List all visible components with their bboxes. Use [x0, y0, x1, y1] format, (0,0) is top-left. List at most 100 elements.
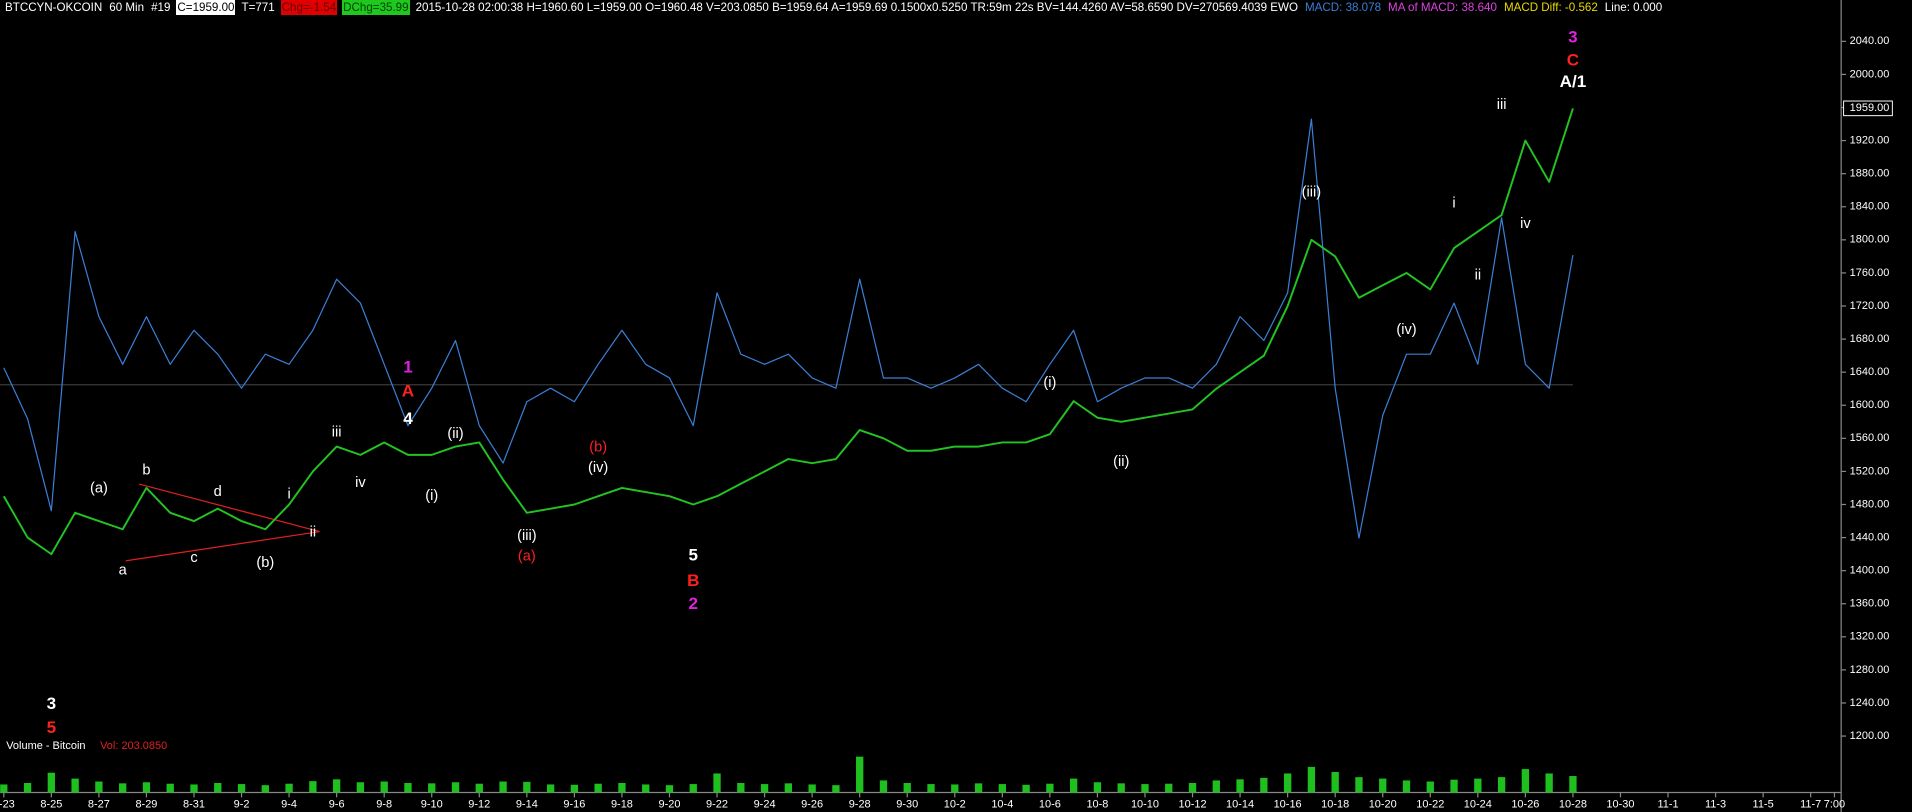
y-tick-label: 2040.00	[1850, 35, 1890, 47]
volume-bar	[760, 784, 769, 793]
volume-bar	[309, 781, 317, 793]
y-tick-label: 1360.00	[1850, 598, 1890, 610]
volume-bar	[0, 784, 8, 793]
wave-label: i	[287, 486, 290, 502]
y-tick-label: 1880.00	[1850, 168, 1890, 180]
volume-bar	[285, 783, 293, 793]
x-tick-label: 10-18	[1321, 799, 1349, 811]
volume-bar	[1117, 783, 1125, 793]
wave-label: A/1	[1560, 72, 1587, 91]
y-tick-label: 1520.00	[1850, 465, 1890, 477]
wave-label: ii	[1475, 267, 1482, 283]
x-tick-label: 8-29	[135, 799, 157, 811]
wave-label: d	[214, 484, 222, 500]
y-tick-label: 1280.00	[1850, 664, 1890, 676]
x-tick-label: 10-14	[1226, 799, 1254, 811]
wave-label: 4	[403, 409, 413, 428]
volume-bar	[71, 778, 79, 793]
volume-bar	[451, 782, 460, 793]
y-tick-label: 1400.00	[1850, 565, 1890, 577]
volume-bar	[1379, 778, 1387, 793]
volume-bar	[903, 782, 911, 793]
volume-bar	[832, 785, 840, 793]
x-tick-label: 11-3	[1705, 799, 1726, 811]
volume-bar	[1474, 778, 1482, 793]
x-tick-label: 8-25	[40, 799, 62, 811]
wave-label: i	[1452, 195, 1455, 211]
header-item: MACD: 38.078	[1304, 1, 1382, 14]
x-tick-label: 9-30	[896, 799, 918, 811]
volume-bar	[1046, 783, 1054, 793]
y-tick-label: 1840.00	[1850, 201, 1890, 213]
x-tick-label: 9-12	[468, 799, 490, 811]
x-tick-label: 9-28	[849, 799, 871, 811]
volume-bar	[1212, 780, 1220, 793]
wave-label: (iii)	[517, 528, 537, 544]
wave-label: 1	[403, 358, 412, 377]
wave-label: 2	[689, 594, 698, 613]
volume-bar	[546, 784, 555, 793]
volume-bar	[1331, 772, 1339, 793]
wave-label: iii	[332, 424, 342, 440]
wave-label: (a)	[518, 548, 536, 564]
y-tick-label: 1600.00	[1850, 399, 1890, 411]
x-tick-label: 8-31	[183, 799, 205, 811]
triangle-line	[125, 530, 320, 562]
header-item: C=1959.00	[176, 0, 236, 15]
x-tick-label: 9-4	[281, 799, 297, 811]
volume-bar	[47, 772, 55, 793]
volume-bar	[618, 782, 626, 793]
volume-bar	[737, 782, 745, 793]
wave-label: (ii)	[1113, 454, 1129, 470]
volume-bar	[1165, 783, 1173, 793]
header-item: BTCCYN-OKCOIN	[5, 1, 103, 14]
x-tick-label: 8-23	[0, 799, 15, 811]
volume-bar	[1022, 784, 1030, 793]
x-tick-label: 10-2	[944, 799, 966, 811]
volume-bar	[713, 773, 721, 793]
x-tick-label: 10-10	[1131, 799, 1159, 811]
volume-bar	[1521, 769, 1530, 793]
x-tick-label: 10-24	[1464, 799, 1492, 811]
wave-label: (iv)	[1396, 322, 1416, 338]
volume-bar	[1069, 778, 1078, 793]
x-tick-label: 8-27	[88, 799, 110, 811]
volume-bar	[951, 784, 959, 793]
volume-bar	[665, 785, 674, 793]
header-item: MACD Diff: -0.562	[1503, 1, 1598, 14]
volume-bar	[166, 783, 174, 793]
wave-label: (i)	[1043, 375, 1056, 391]
wave-label: A	[402, 382, 414, 401]
volume-bar	[1545, 773, 1553, 793]
wave-label: iv	[1520, 216, 1531, 232]
last-price-box	[1843, 100, 1893, 117]
volume-bar	[1569, 776, 1577, 793]
y-tick-label: 1920.00	[1850, 134, 1890, 146]
x-tick-label: 10-16	[1274, 799, 1302, 811]
volume-bar	[356, 782, 365, 793]
x-tick-label: 7:00	[1824, 799, 1845, 811]
volume-value: Vol: 203.0850	[100, 740, 167, 752]
x-tick-label: 11-1	[1657, 799, 1678, 811]
volume-bar	[95, 781, 103, 793]
header-item: Chg=-1.54	[280, 0, 338, 15]
volume-bar	[998, 784, 1006, 793]
wave-label: B	[687, 571, 699, 590]
x-tick-label: 9-10	[421, 799, 443, 811]
wave-label: a	[119, 563, 128, 579]
wave-label: 5	[47, 718, 56, 737]
wave-label: c	[190, 550, 197, 566]
x-tick-label: 9-24	[754, 799, 776, 811]
x-tick-label: 10-12	[1178, 799, 1206, 811]
wave-label: b	[142, 462, 150, 478]
y-tick-label: 1320.00	[1850, 631, 1890, 643]
volume-bar	[499, 781, 507, 793]
wave-label: (ii)	[447, 426, 463, 442]
volume-bar	[1426, 781, 1434, 793]
y-tick-label: 1680.00	[1850, 333, 1890, 345]
y-tick-label: 1800.00	[1850, 234, 1890, 246]
y-tick-label: 2000.00	[1850, 68, 1890, 80]
volume-bar	[190, 784, 198, 793]
wave-label: (i)	[425, 488, 438, 504]
